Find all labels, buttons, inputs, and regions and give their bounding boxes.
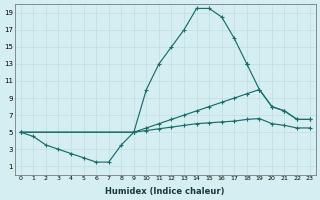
X-axis label: Humidex (Indice chaleur): Humidex (Indice chaleur) (106, 187, 225, 196)
